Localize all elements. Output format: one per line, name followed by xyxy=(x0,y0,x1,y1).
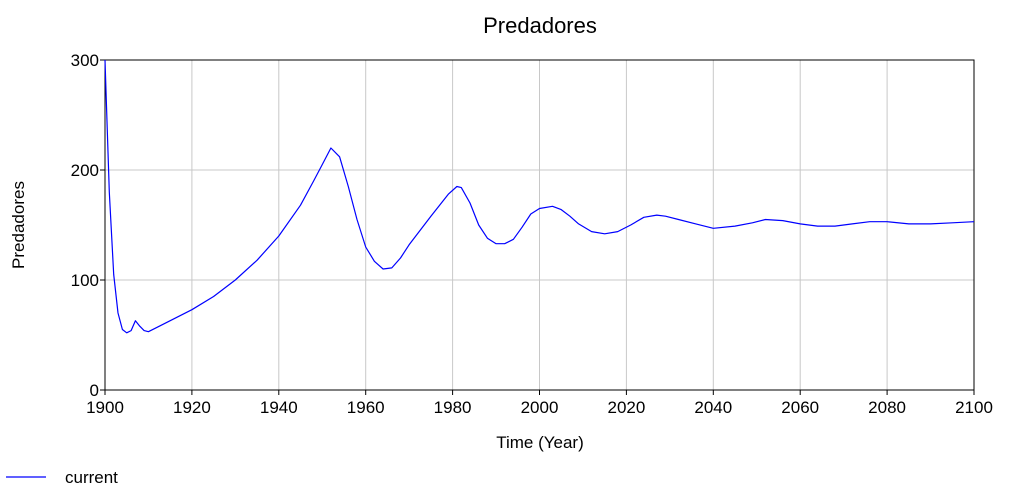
y-tick-label: 300 xyxy=(71,51,99,70)
x-tick-label: 2060 xyxy=(781,398,819,417)
x-tick-label: 1920 xyxy=(173,398,211,417)
y-tick-label: 100 xyxy=(71,271,99,290)
series-layer xyxy=(104,59,975,334)
x-tick-label: 1980 xyxy=(434,398,472,417)
y-axis-label: Predadores xyxy=(9,181,28,269)
legend: current xyxy=(6,468,118,487)
x-tick-label: 1960 xyxy=(347,398,385,417)
y-tick-label: 0 xyxy=(90,381,99,400)
x-tick-label: 2020 xyxy=(607,398,645,417)
series-line-current xyxy=(104,59,975,334)
x-tick-label: 2100 xyxy=(955,398,993,417)
x-tick-label: 2040 xyxy=(694,398,732,417)
y-axis-ticks: 0 100 200 300 xyxy=(71,51,105,400)
x-axis-ticks: 1900 1920 1940 1960 1980 2000 2020 2040 2060 2080… xyxy=(86,390,993,417)
x-tick-label: 1940 xyxy=(260,398,298,417)
x-tick-label: 1900 xyxy=(86,398,124,417)
grid-lines xyxy=(105,60,974,390)
x-tick-label: 2080 xyxy=(868,398,906,417)
legend-label-current: current xyxy=(65,468,118,487)
x-tick-label: 2000 xyxy=(521,398,559,417)
chart-title: Predadores xyxy=(483,13,597,38)
x-axis-label: Time (Year) xyxy=(496,433,584,452)
y-tick-label: 200 xyxy=(71,161,99,180)
